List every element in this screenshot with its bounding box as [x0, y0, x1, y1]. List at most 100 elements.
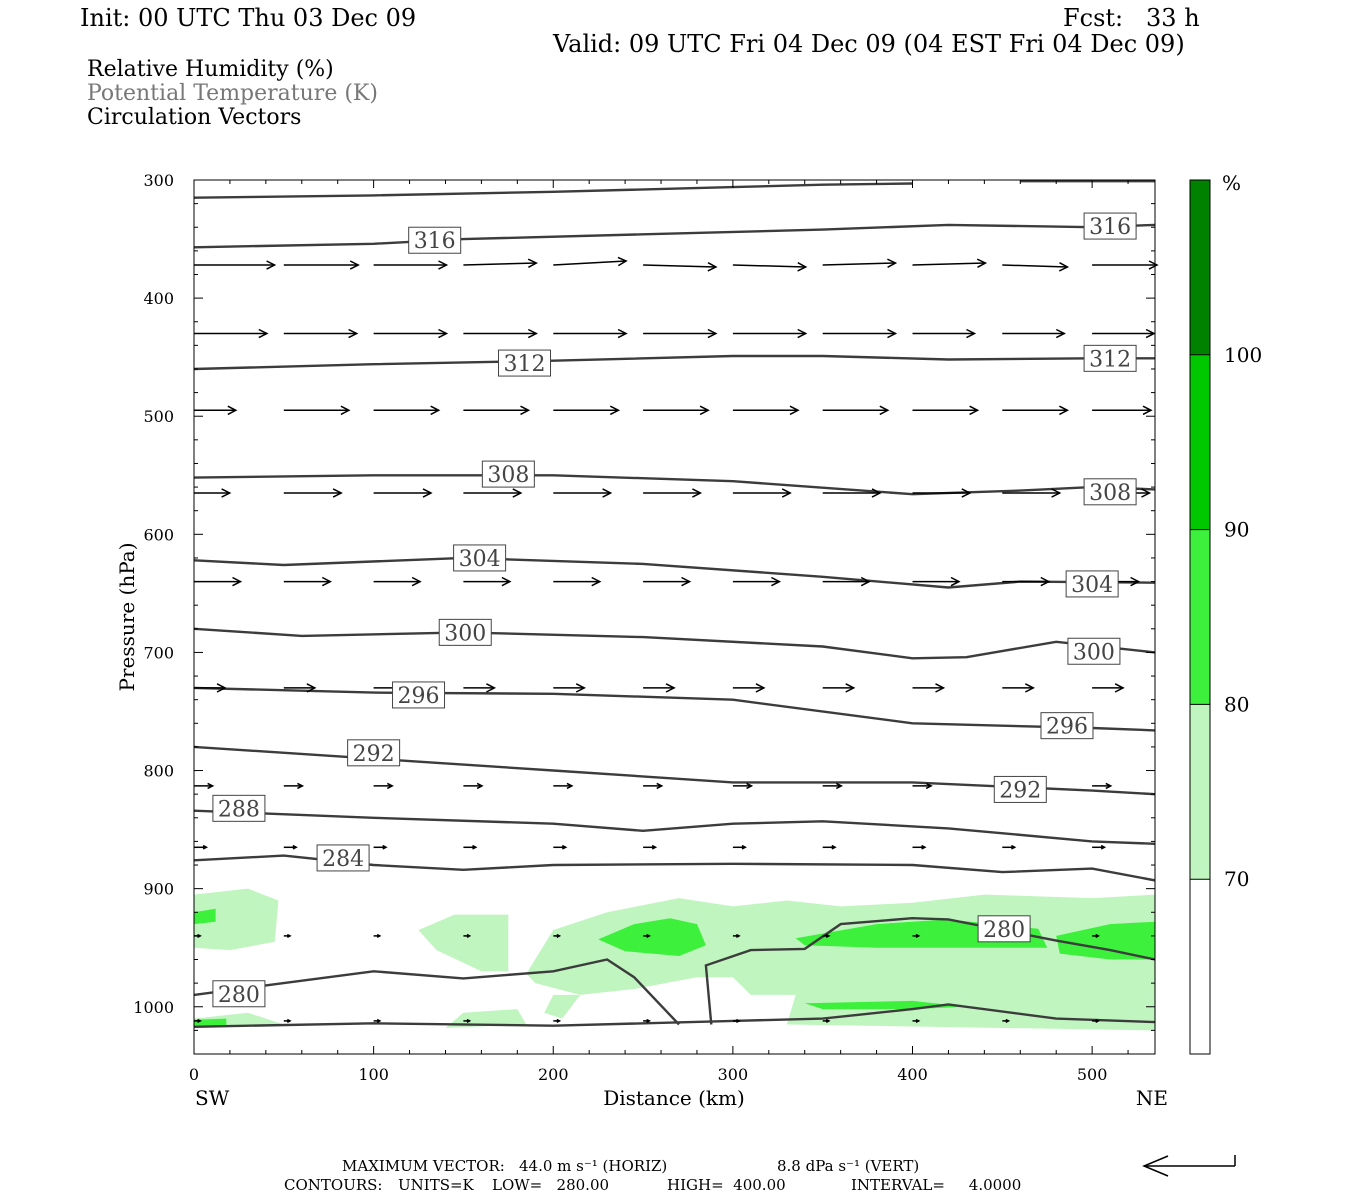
svg-text:280: 280 [983, 918, 1025, 943]
x-tick-label: 100 [358, 1065, 389, 1084]
rh-region-80-6 [598, 918, 706, 956]
contour-label-292: 292 [347, 739, 401, 767]
legend-rh: Relative Humidity (%) [87, 57, 334, 82]
x-tick-label: 500 [1077, 1065, 1108, 1084]
colorbar-segment [1190, 529, 1210, 705]
circulation-vector [643, 328, 718, 339]
colorbar-frame [1189, 179, 1211, 1055]
legend-theta: Potential Temperature (K) [87, 81, 378, 106]
circulation-vector [283, 683, 317, 693]
contour-label-292: 292 [993, 775, 1047, 803]
circulation-vector [912, 488, 972, 498]
circulation-vector [1002, 488, 1062, 498]
circulation-vector [194, 683, 227, 693]
svg-text:296: 296 [1046, 715, 1088, 740]
circulation-vector [463, 1018, 472, 1023]
circulation-vector [732, 844, 747, 850]
colorbar-level-label: 100 [1224, 343, 1262, 367]
rh-region-80-9 [194, 908, 216, 925]
svg-text:304: 304 [459, 547, 501, 572]
theta-contour-280-12 [704, 916, 1155, 1025]
colorbar-level-label: 70 [1224, 867, 1249, 891]
colorbar: 70 80 90 100 [1189, 179, 1262, 1055]
circulation-vector [1002, 405, 1070, 416]
y-tick-label: 500 [143, 407, 174, 426]
circulation-vector-layer [194, 256, 1159, 1023]
contour-label-312: 312 [1083, 344, 1137, 372]
circulation-vector [912, 405, 980, 416]
svg-text:300: 300 [444, 621, 486, 646]
circulation-vector [1092, 1018, 1100, 1023]
circulation-vector [822, 683, 856, 693]
x-tick-label: 400 [897, 1065, 928, 1084]
y-tick-label: 800 [143, 762, 174, 781]
circulation-vector [283, 1018, 292, 1023]
circulation-vector [194, 405, 238, 416]
circulation-vector [463, 405, 531, 416]
circulation-vector [822, 488, 882, 498]
theta-contour-layer [194, 180, 1155, 1028]
circulation-vector [912, 1018, 921, 1023]
circulation-vector [732, 262, 808, 272]
contour-label-304: 304 [453, 544, 507, 572]
circulation-vector [822, 576, 871, 587]
rh-region-70-4 [445, 1009, 527, 1028]
circulation-vector [463, 328, 538, 339]
contour-label-296: 296 [392, 681, 446, 709]
circulation-vector [283, 576, 332, 587]
y-tick-label: 300 [143, 171, 174, 190]
circulation-vector [912, 933, 921, 938]
circulation-vector [283, 782, 305, 790]
theta-contour-276-13 [194, 1003, 1155, 1028]
circulation-vector [283, 488, 343, 498]
x-tick-label: 0 [189, 1065, 199, 1084]
contours-high: HIGH= 400.00 [667, 1176, 786, 1194]
axis-layer: 0 100 200 300 400 500 300 400 500 600 700 800 900 100… [133, 171, 1155, 1084]
contours-interval: INTERVAL= 4.0000 [851, 1176, 1022, 1194]
contour-label-296: 296 [1040, 712, 1094, 740]
circulation-vector [463, 782, 484, 790]
theta-contour-288-9 [194, 809, 1155, 845]
circulation-vector [643, 782, 664, 790]
valid-time: Valid: 09 UTC Fri 04 Dec 09 (04 EST Fri … [553, 30, 1185, 58]
circulation-vector [194, 260, 277, 270]
colorbar-segment [1190, 879, 1210, 1054]
circulation-vector [373, 1018, 382, 1023]
circulation-vector [643, 933, 651, 938]
circulation-vector [822, 933, 831, 938]
svg-text:312: 312 [504, 352, 546, 377]
circulation-vector [553, 933, 562, 938]
theta-contour-308-4 [194, 474, 1155, 496]
svg-text:296: 296 [398, 684, 440, 709]
contour-label-300: 300 [438, 618, 492, 646]
circulation-vector [822, 258, 898, 268]
plot-frame [193, 179, 1156, 1055]
colorbar-segment [1190, 354, 1210, 530]
circulation-vector [1092, 405, 1153, 416]
reference-vector [1142, 1155, 1236, 1177]
svg-text:288: 288 [218, 797, 260, 822]
circulation-vector [553, 1018, 562, 1023]
circulation-vector [643, 488, 703, 498]
circulation-vector [912, 576, 961, 587]
circulation-vector [553, 683, 586, 693]
circulation-vector [373, 844, 388, 850]
circulation-vector [1092, 782, 1113, 790]
circulation-vector [553, 576, 602, 587]
circulation-vector [194, 488, 232, 498]
x-axis-title: Distance (km) [603, 1086, 745, 1110]
svg-text:292: 292 [999, 778, 1041, 803]
circulation-vector [463, 683, 497, 693]
circulation-vector [194, 782, 215, 790]
theta-contour-304-5 [194, 556, 1155, 589]
contour-label-280: 280 [212, 980, 266, 1008]
svg-text:304: 304 [1071, 573, 1113, 598]
circulation-vector [463, 576, 512, 587]
theta-contour-312-3 [194, 354, 1155, 371]
x-tick-label: 300 [718, 1065, 749, 1084]
circulation-vector [822, 844, 837, 850]
theta-contour-280-11 [194, 958, 680, 1026]
svg-text:284: 284 [322, 847, 364, 872]
theta-contour-320-0 [194, 182, 913, 199]
